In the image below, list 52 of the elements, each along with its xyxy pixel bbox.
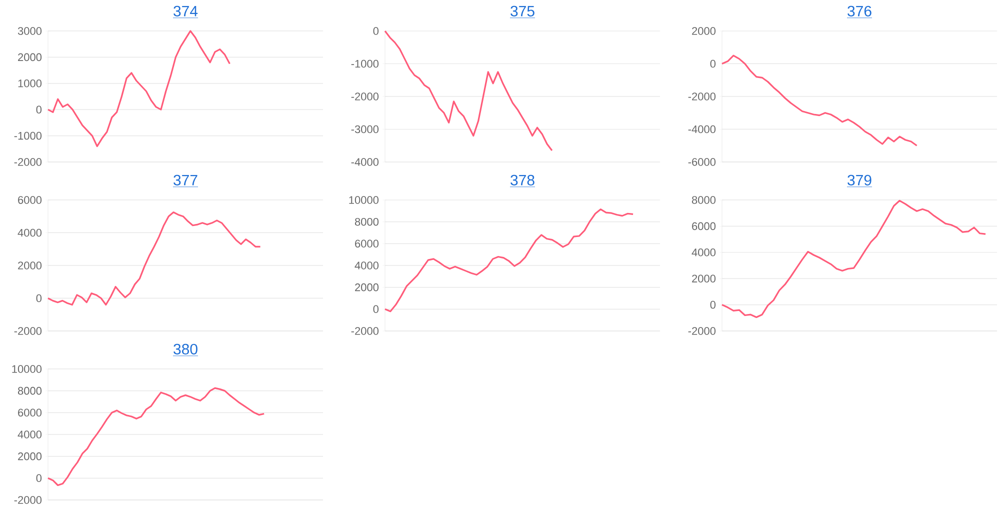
y-tick-label: 2000 — [18, 452, 42, 460]
y-tick-label: -3000 — [351, 125, 379, 134]
y-tick-label: 3000 — [18, 27, 42, 35]
y-tick-label: -2000 — [351, 327, 379, 335]
y-tick-label: 6000 — [692, 222, 716, 230]
y-tick-label: -1000 — [351, 60, 379, 68]
y-tick-label: -4000 — [351, 158, 379, 166]
y-tick-label: 4000 — [18, 430, 42, 438]
y-tick-label: 0 — [36, 294, 42, 302]
y-tick-label: 1000 — [18, 80, 42, 88]
line-series — [47, 387, 265, 486]
y-tick-label: -2000 — [14, 158, 42, 166]
line-series — [384, 30, 553, 152]
y-tick-label: 6000 — [18, 408, 42, 417]
y-tick-label: -4000 — [688, 125, 716, 134]
y-tick-label: 2000 — [692, 27, 716, 35]
line-series — [47, 211, 262, 306]
y-tick-label: 4000 — [692, 248, 716, 256]
chart-title: 376 — [848, 6, 872, 16]
y-tick-label: 10000 — [349, 196, 379, 204]
y-tick-label: 2000 — [18, 53, 42, 62]
y-tick-label: 0 — [373, 27, 379, 35]
y-tick-label: 6000 — [18, 196, 42, 204]
chart-title: 377 — [174, 174, 198, 186]
y-tick-label: -2000 — [688, 327, 716, 335]
chart-title: 374 — [174, 6, 198, 16]
y-tick-label: -2000 — [14, 496, 42, 504]
y-tick-label: 2000 — [18, 262, 42, 270]
y-tick-label: -2000 — [351, 92, 379, 100]
y-tick-label: -2000 — [14, 327, 42, 335]
line-series — [47, 30, 230, 148]
y-tick-label: 8000 — [692, 196, 716, 204]
y-tick-label: 0 — [710, 300, 716, 309]
chart-title: 375 — [510, 6, 534, 16]
y-tick-label: -6000 — [688, 158, 716, 166]
y-tick-label: 2000 — [692, 274, 716, 282]
y-tick-label: 0 — [36, 106, 42, 114]
y-tick-label: 0 — [36, 474, 42, 482]
y-tick-label: -1000 — [14, 132, 42, 140]
y-tick-label: 6000 — [355, 240, 379, 248]
y-tick-label: 0 — [373, 305, 379, 314]
y-tick-label: 10000 — [12, 365, 42, 373]
y-tick-label: 8000 — [354, 218, 379, 226]
y-tick-label: 4000 — [354, 262, 379, 270]
chart-title: 380 — [174, 344, 198, 354]
y-tick-label: 8000 — [18, 386, 42, 395]
chart-title: 379 — [848, 174, 872, 186]
y-tick-label: 4000 — [18, 228, 42, 237]
chart-title: 378 — [510, 174, 534, 186]
y-tick-label: 0 — [710, 60, 716, 68]
y-tick-label: 2000 — [355, 283, 379, 292]
y-tick-label: -2000 — [688, 92, 716, 100]
